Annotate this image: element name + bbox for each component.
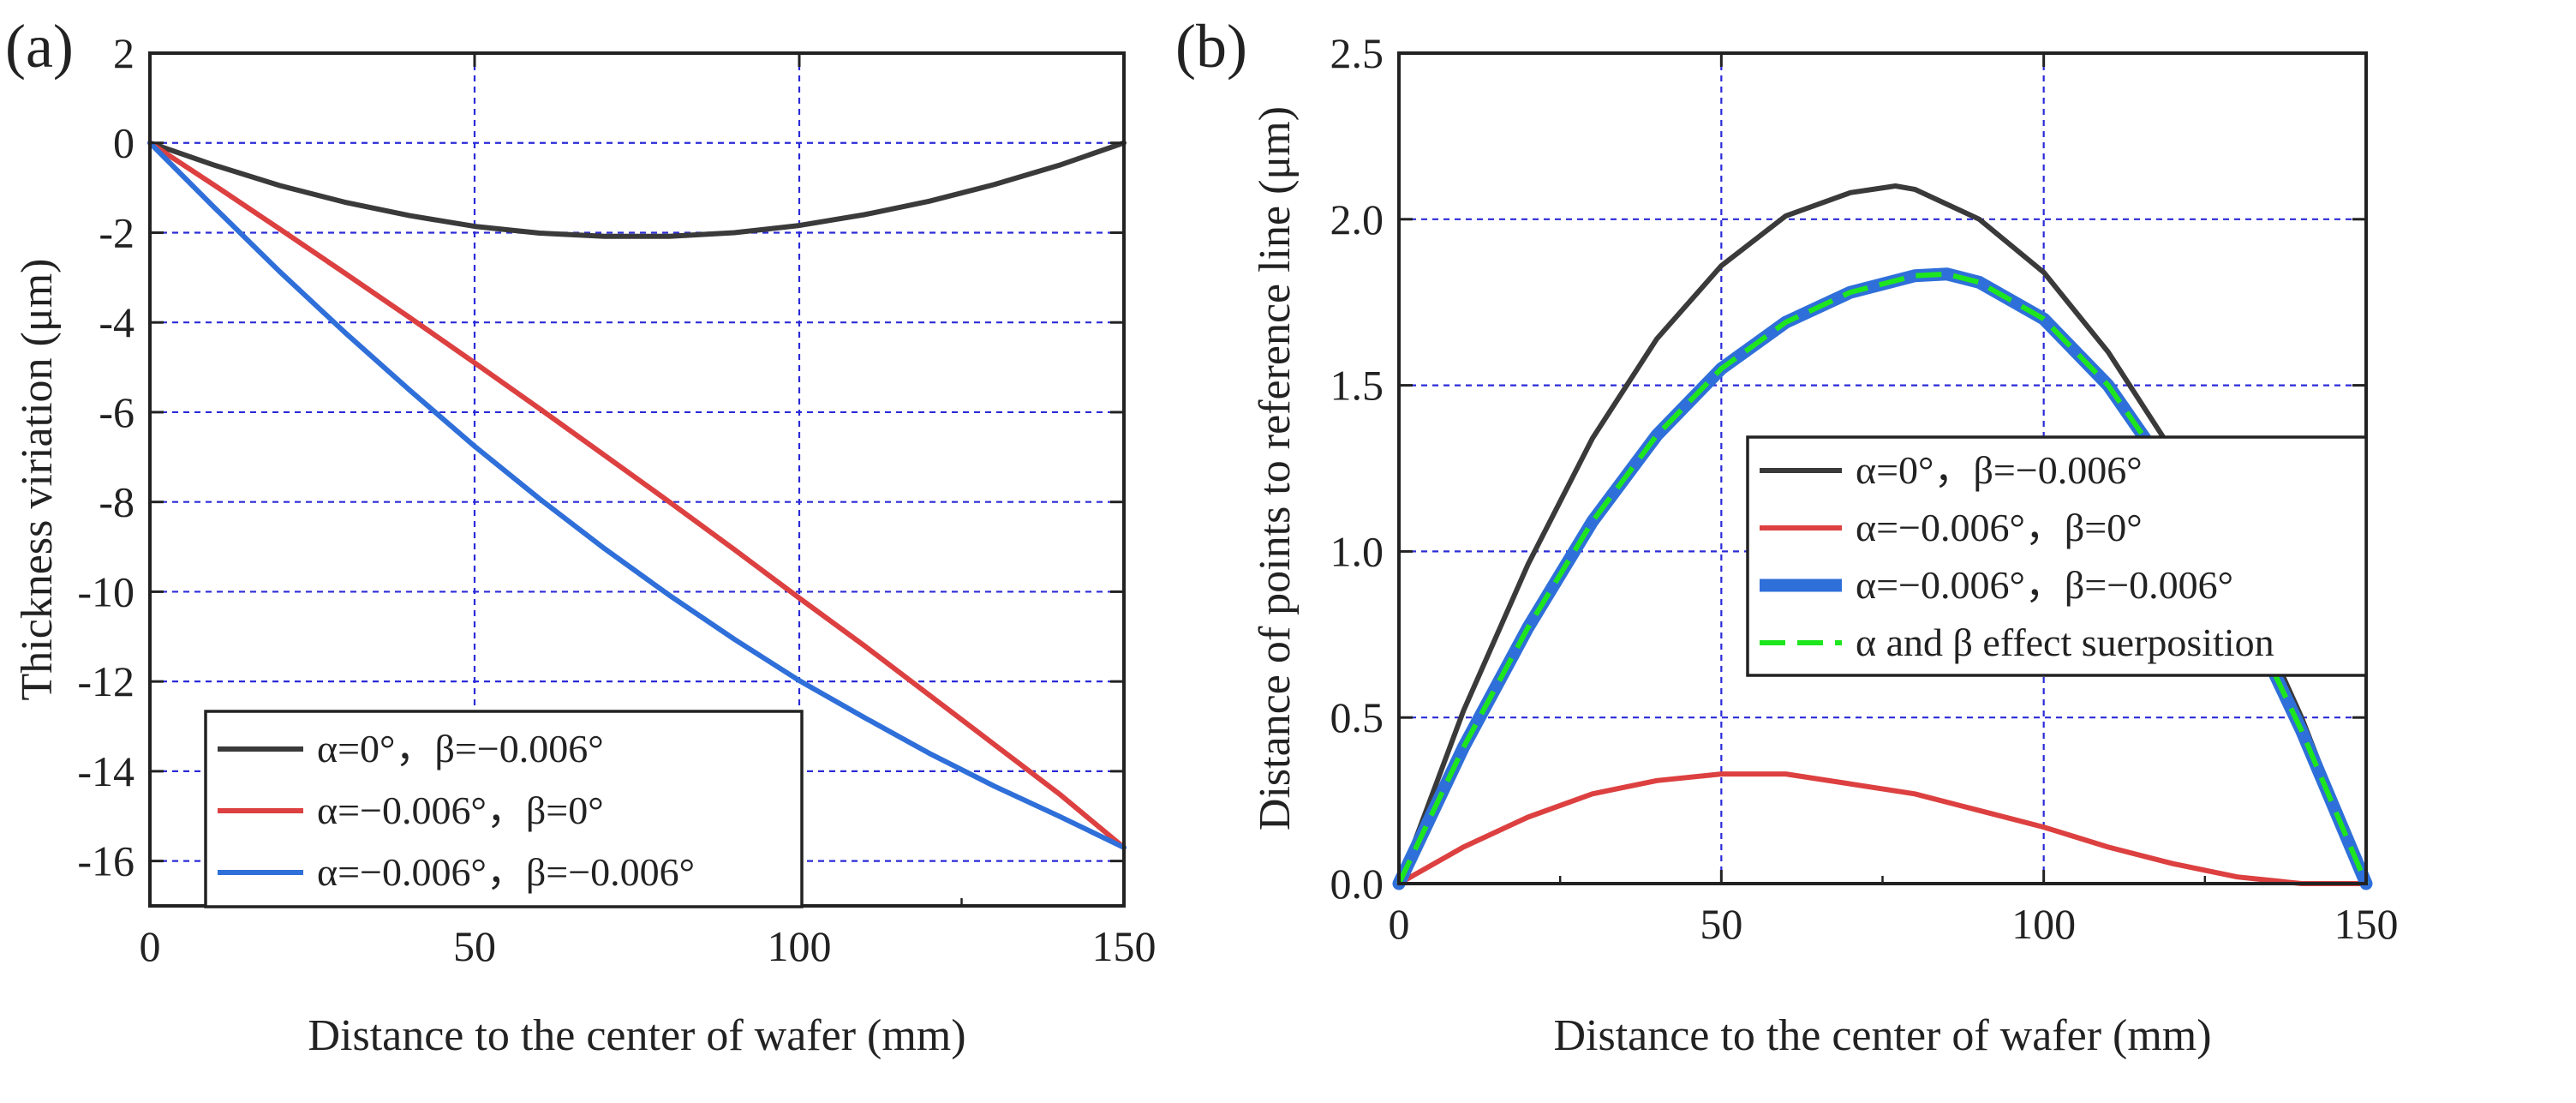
panel-a-series-line-1 xyxy=(147,140,1127,239)
panel-a-y-tick-label: -10 xyxy=(77,567,134,615)
panel-b-x-tick-label: 0 xyxy=(1389,900,1410,948)
panel-a-legend-label-3: α=−0.006°，β=−0.006° xyxy=(317,850,695,894)
panel-a-x-tick-label: 50 xyxy=(453,922,496,970)
panel-b-y-tick-label: 0.5 xyxy=(1330,693,1384,741)
panel-a-y-tick-label: -6 xyxy=(99,388,134,436)
panel-b-x-tick-label: 100 xyxy=(2011,900,2076,948)
panel-a-x-axis-label: Distance to the center of wafer (mm) xyxy=(308,1011,965,1060)
panel-a-label: (a) xyxy=(5,12,74,81)
panel-b-y-tick-label: 2.0 xyxy=(1330,195,1384,243)
panel-b-legend-label-2: α=−0.006°，β=0° xyxy=(1856,506,2143,549)
panel-a-legend: α=0°，β=−0.006° α=−0.006°，β=0° α=−0.006°，β=… xyxy=(204,710,804,908)
panel-a-chart: (a) 0 50 100 150 2 0 -2 -4 -6 -8 -10 -12 -14 -16 Dista… xyxy=(5,12,1157,1060)
panel-a-legend-label-1: α=0°，β=−0.006° xyxy=(317,727,604,770)
panel-b-series-line-2 xyxy=(1396,771,2369,886)
panel-b-y-tick-label: 2.5 xyxy=(1330,29,1384,77)
panel-b-legend: α=0°，β=−0.006° α=−0.006°，β=0° α=−0.006°，β=… xyxy=(1746,435,2368,677)
panel-a-grid xyxy=(150,53,1124,906)
panel-a-y-tick-label: -14 xyxy=(77,747,134,795)
panel-b-legend-label-1: α=0°，β=−0.006° xyxy=(1856,448,2143,492)
panel-b-label: (b) xyxy=(1175,12,1247,81)
panel-a-y-tick-label: -16 xyxy=(77,837,134,885)
panel-b-x-tick-label: 50 xyxy=(1700,900,1742,948)
panel-a-series-line-2 xyxy=(147,140,1127,850)
panel-b-legend-label-3: α=−0.006°，β=−0.006° xyxy=(1856,563,2233,607)
panel-a-y-tick-label: -2 xyxy=(99,208,134,256)
panel-a-x-tick-label: 150 xyxy=(1092,922,1157,970)
panel-b-x-axis-label: Distance to the center of wafer (mm) xyxy=(1553,1011,2211,1060)
panel-b-y-tick-label: 0.0 xyxy=(1330,860,1384,908)
panel-b-y-tick-label: 1.5 xyxy=(1330,362,1384,410)
panel-b-chart: (b) 0 50 100 150 0.0 0.5 1.0 1.5 2.0 2.5 Distance … xyxy=(1175,12,2399,1060)
panel-a-legend-label-2: α=−0.006°，β=0° xyxy=(317,788,604,832)
panel-a-series-line-3 xyxy=(147,140,1127,850)
panel-a-y-tick-label: 0 xyxy=(113,119,134,167)
panel-a-legend-box xyxy=(204,710,804,908)
panel-a-y-tick-label: -8 xyxy=(99,478,134,526)
panel-a-x-tick-label: 0 xyxy=(140,922,161,970)
panel-a-x-tick-label: 100 xyxy=(768,922,832,970)
panel-a-y-tick-label: -4 xyxy=(99,298,134,346)
panel-b-legend-label-4: α and β effect suerposition xyxy=(1856,620,2274,664)
panel-a-y-tick-label: -12 xyxy=(77,657,134,705)
panel-b-x-tick-label: 150 xyxy=(2334,900,2399,948)
panel-b-y-axis-label: Distance of points to reference line (μm… xyxy=(1251,106,1300,830)
panel-a-y-axis-label: Thickness viriation (μm) xyxy=(13,259,62,701)
panel-b-y-tick-label: 1.0 xyxy=(1330,527,1384,575)
panel-b-legend-box xyxy=(1746,435,2368,677)
panel-a-y-tick-label: 2 xyxy=(113,29,134,77)
